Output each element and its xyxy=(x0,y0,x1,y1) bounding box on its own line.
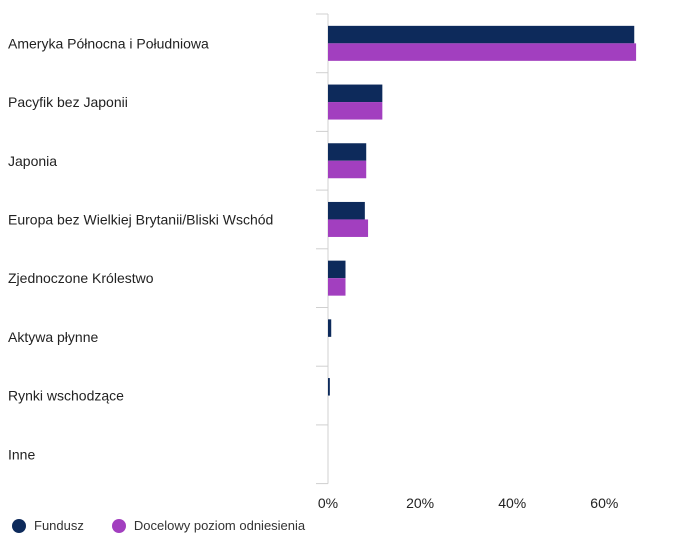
bar-fundusz xyxy=(328,378,330,396)
x-tick-label: 40% xyxy=(498,495,526,511)
category-label: Aktywa płynne xyxy=(8,329,98,345)
chart-legend: Fundusz Docelowy poziom odniesienia xyxy=(12,518,333,533)
category-label: Pacyfik bez Japonii xyxy=(8,94,128,110)
legend-item-fundusz: Fundusz xyxy=(12,518,84,533)
x-tick-label: 60% xyxy=(590,495,618,511)
category-label: Ameryka Północna i Południowa xyxy=(8,35,209,51)
legend-item-benchmark: Docelowy poziom odniesienia xyxy=(111,518,306,533)
bar-fundusz xyxy=(328,143,367,161)
x-tick-label: 20% xyxy=(406,495,434,511)
category-label: Europa bez Wielkiej Brytanii/Bliski Wsch… xyxy=(8,211,273,227)
legend-marker-fundusz xyxy=(12,518,26,533)
category-label: Zjednoczone Królestwo xyxy=(8,270,154,286)
bar-benchmark xyxy=(328,219,369,237)
bar-benchmark xyxy=(328,278,346,296)
bar-fundusz xyxy=(328,84,383,103)
legend-label-fundusz: Fundusz xyxy=(34,518,84,533)
bar-fundusz xyxy=(328,201,365,220)
x-tick-label: 0% xyxy=(318,495,338,511)
bar-benchmark xyxy=(328,43,637,61)
bar-benchmark xyxy=(328,160,367,179)
bar-benchmark xyxy=(328,102,383,120)
category-label: Rynki wschodzące xyxy=(8,388,124,404)
category-label: Japonia xyxy=(8,153,57,169)
legend-label-benchmark: Docelowy poziom odniesienia xyxy=(133,518,306,533)
legend-marker-benchmark xyxy=(111,518,126,533)
category-label: Inne xyxy=(8,446,35,462)
bar-fundusz xyxy=(328,260,346,279)
bar-fundusz xyxy=(328,319,332,337)
bar-fundusz xyxy=(328,25,635,44)
